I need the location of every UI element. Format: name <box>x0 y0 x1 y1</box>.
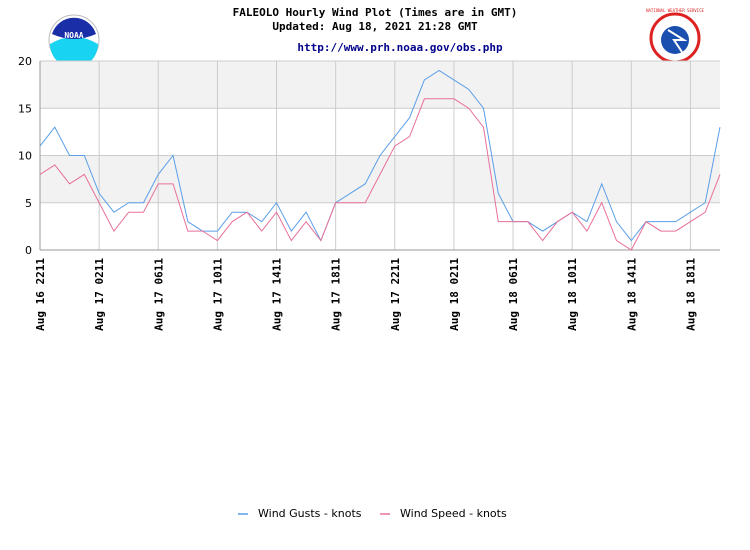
y-tick-label: 5 <box>25 197 32 210</box>
y-tick-label: 20 <box>18 55 32 68</box>
logo-text: NATIONAL WEATHER SERVICE <box>646 8 704 13</box>
legend-label: Wind Gusts - knots <box>258 507 362 520</box>
noaa-logo: NOAA <box>48 14 100 68</box>
x-tick-label: Aug 17 1411 <box>271 258 284 331</box>
legend-label: Wind Speed - knots <box>400 507 507 520</box>
band <box>40 61 720 109</box>
chart-title: FALEOLO Hourly Wind Plot (Times are in G… <box>233 6 518 19</box>
link[interactable]: http://www.prh.noaa.gov/obs.php <box>297 41 503 54</box>
nws-logo: NATIONAL WEATHER SERVICE <box>646 8 704 64</box>
series-line <box>39 69 721 242</box>
logo-text: NOAA <box>64 31 83 40</box>
x-tick-label: Aug 16 2211 <box>34 258 47 331</box>
y-tick-label: 15 <box>18 102 32 115</box>
x-tick-label: Aug 17 1811 <box>330 258 343 331</box>
x-tick-label: Aug 17 2211 <box>389 258 402 331</box>
x-tick-label: Aug 18 1011 <box>566 258 579 331</box>
band <box>40 108 720 156</box>
y-tick-label: 0 <box>25 244 32 257</box>
y-tick-label: 10 <box>18 150 32 163</box>
x-tick-label: Aug 17 1011 <box>211 258 224 331</box>
x-tick-label: Aug 18 0611 <box>507 258 520 331</box>
band <box>40 202 720 250</box>
x-tick-label: Aug 17 0611 <box>152 258 165 331</box>
x-tick-label: Aug 18 1811 <box>684 258 697 331</box>
x-tick-label: Aug 17 0211 <box>93 258 106 331</box>
x-tick-label: Aug 18 1411 <box>625 258 638 331</box>
band <box>40 155 720 203</box>
series-line <box>39 98 721 251</box>
chart-subtitle: Updated: Aug 18, 2021 21:28 GMT <box>272 20 478 33</box>
x-tick-label: Aug 18 0211 <box>448 258 461 331</box>
